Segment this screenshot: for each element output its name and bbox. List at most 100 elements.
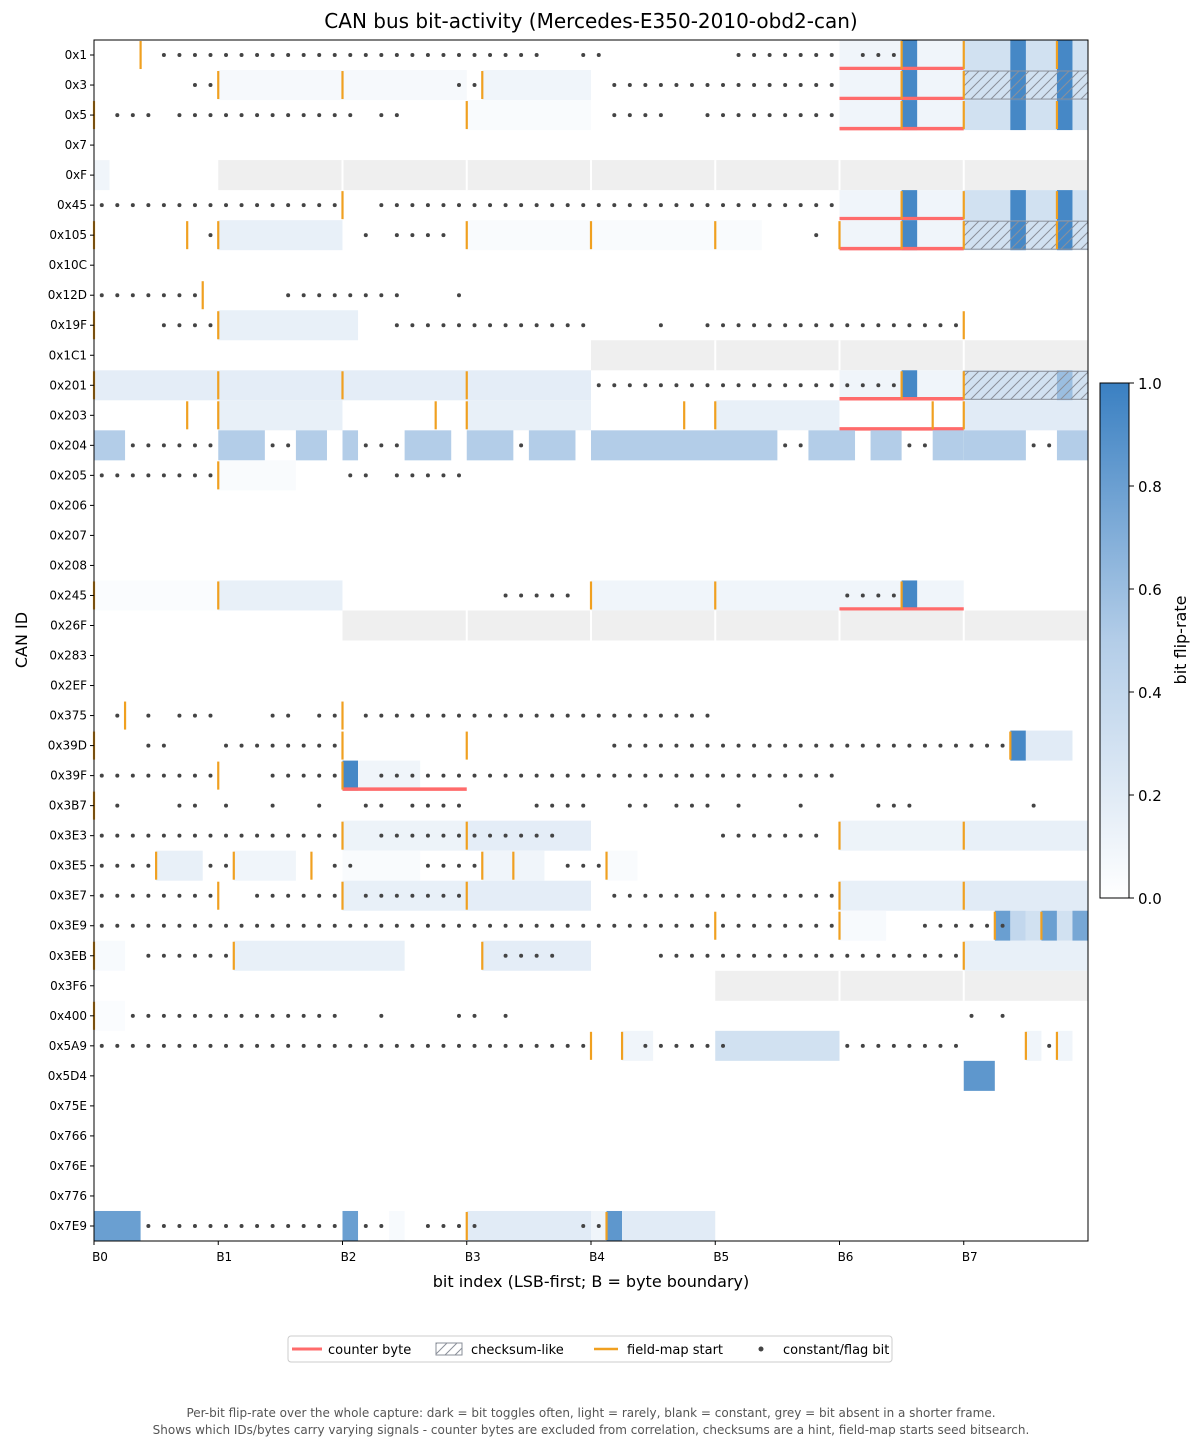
constant-bit-dot [394, 833, 399, 838]
constant-bit-dot [255, 743, 260, 748]
constant-bit-dot [627, 203, 632, 208]
y-tick-label: 0x204 [49, 438, 87, 452]
constant-bit-dot [519, 203, 524, 208]
constant-bit-dot [130, 1043, 135, 1048]
constant-bit-dot [798, 83, 803, 88]
constant-bit-dot [301, 743, 306, 748]
constant-bit-dot [643, 893, 648, 898]
constant-bit-dot [363, 473, 368, 478]
flip-rate-cell [963, 400, 1088, 431]
constant-bit-dot [255, 833, 260, 838]
constant-bit-dot [814, 53, 819, 58]
constant-bit-dot [550, 773, 555, 778]
constant-bit-dot [845, 953, 850, 958]
constant-bit-dot [721, 1043, 726, 1048]
constant-bit-dot [519, 713, 524, 718]
flip-rate-cell [963, 1060, 995, 1091]
constant-bit-dot [192, 323, 197, 328]
constant-bit-dot [208, 1043, 213, 1048]
constant-bit-dot [503, 203, 508, 208]
constant-bit-dot [332, 1013, 337, 1018]
row-0x205 [99, 460, 461, 491]
constant-bit-dot [146, 863, 151, 868]
constant-bit-dot [286, 293, 291, 298]
constant-bit-dot [658, 923, 663, 928]
flip-rate-cell [342, 1210, 359, 1241]
flip-rate-cell [963, 940, 1088, 971]
flip-rate-cell [1041, 910, 1057, 941]
constant-bit-dot [146, 773, 151, 778]
constant-bit-dot [410, 803, 415, 808]
constant-bit-dot [798, 53, 803, 58]
constant-bit-dot [705, 113, 710, 118]
constant-bit-dot [876, 953, 881, 958]
y-axis-label: CAN ID [12, 612, 31, 668]
constant-bit-dot [456, 203, 461, 208]
constant-bit-dot [627, 893, 632, 898]
checksum-region [963, 370, 1089, 400]
constant-bit-dot [363, 233, 368, 238]
row-0x1 [139, 40, 1088, 71]
constant-bit-dot [332, 113, 337, 118]
constant-bit-dot [192, 293, 197, 298]
constant-bit-dot [270, 1013, 275, 1018]
constant-bit-dot [363, 443, 368, 448]
constant-bit-dot [177, 893, 182, 898]
flip-rate-cell [901, 40, 918, 71]
constant-bit-dot [814, 893, 819, 898]
constant-bit-dot [891, 323, 896, 328]
constant-bit-dot [627, 383, 632, 388]
constant-bit-dot [161, 323, 166, 328]
constant-bit-dot [192, 773, 197, 778]
constant-bit-dot [115, 1043, 120, 1048]
constant-bit-dot [612, 713, 617, 718]
constant-bit-dot [379, 1013, 384, 1018]
constant-bit-dot [814, 953, 819, 958]
colorbar-tick-label: 0.6 [1138, 581, 1162, 599]
constant-bit-dot [224, 113, 229, 118]
chart-title: CAN bus bit-activity (Mercedes-E350-2010… [324, 9, 857, 33]
y-tick-label: 0x1C1 [49, 348, 87, 362]
constant-bit-dot [146, 923, 151, 928]
constant-bit-dot [456, 473, 461, 478]
constant-bit-dot [612, 773, 617, 778]
constant-bit-dot [488, 923, 493, 928]
constant-bit-dot [115, 713, 120, 718]
constant-bit-dot [798, 833, 803, 838]
colorbar-tick-label: 0.4 [1138, 684, 1162, 702]
constant-bit-dot [1031, 443, 1036, 448]
flip-rate-cell [591, 580, 716, 611]
constant-bit-dot [596, 383, 601, 388]
constant-bit-dot [565, 713, 570, 718]
constant-bit-dot [270, 773, 275, 778]
constant-bit-dot [689, 203, 694, 208]
constant-bit-dot [472, 833, 477, 838]
constant-bit-dot [891, 743, 896, 748]
constant-bit-dot [674, 803, 679, 808]
constant-bit-dot [612, 923, 617, 928]
constant-bit-dot [581, 773, 586, 778]
legend-checksum-label: checksum-like [471, 1343, 564, 1358]
flip-rate-cell [94, 430, 126, 461]
constant-bit-dot [752, 893, 757, 898]
row-0xF [94, 160, 1088, 191]
row-0x3E7 [99, 880, 1088, 911]
constant-bit-dot [643, 773, 648, 778]
constant-bit-dot [146, 293, 151, 298]
constant-bit-dot [1047, 443, 1052, 448]
constant-bit-dot [922, 743, 927, 748]
constant-bit-dot [643, 743, 648, 748]
constant-bit-dot [814, 743, 819, 748]
constant-bit-dot [239, 833, 244, 838]
constant-bit-dot [115, 203, 120, 208]
constant-bit-dot [146, 713, 151, 718]
constant-bit-dot [410, 323, 415, 328]
constant-bit-dot [286, 923, 291, 928]
constant-bit-dot [503, 1043, 508, 1048]
row-0x245 [92, 580, 964, 611]
constant-bit-dot [721, 83, 726, 88]
constant-bit-dot [192, 203, 197, 208]
constant-bit-dot [643, 203, 648, 208]
constant-bit-dot [270, 53, 275, 58]
constant-bit-dot [177, 833, 182, 838]
